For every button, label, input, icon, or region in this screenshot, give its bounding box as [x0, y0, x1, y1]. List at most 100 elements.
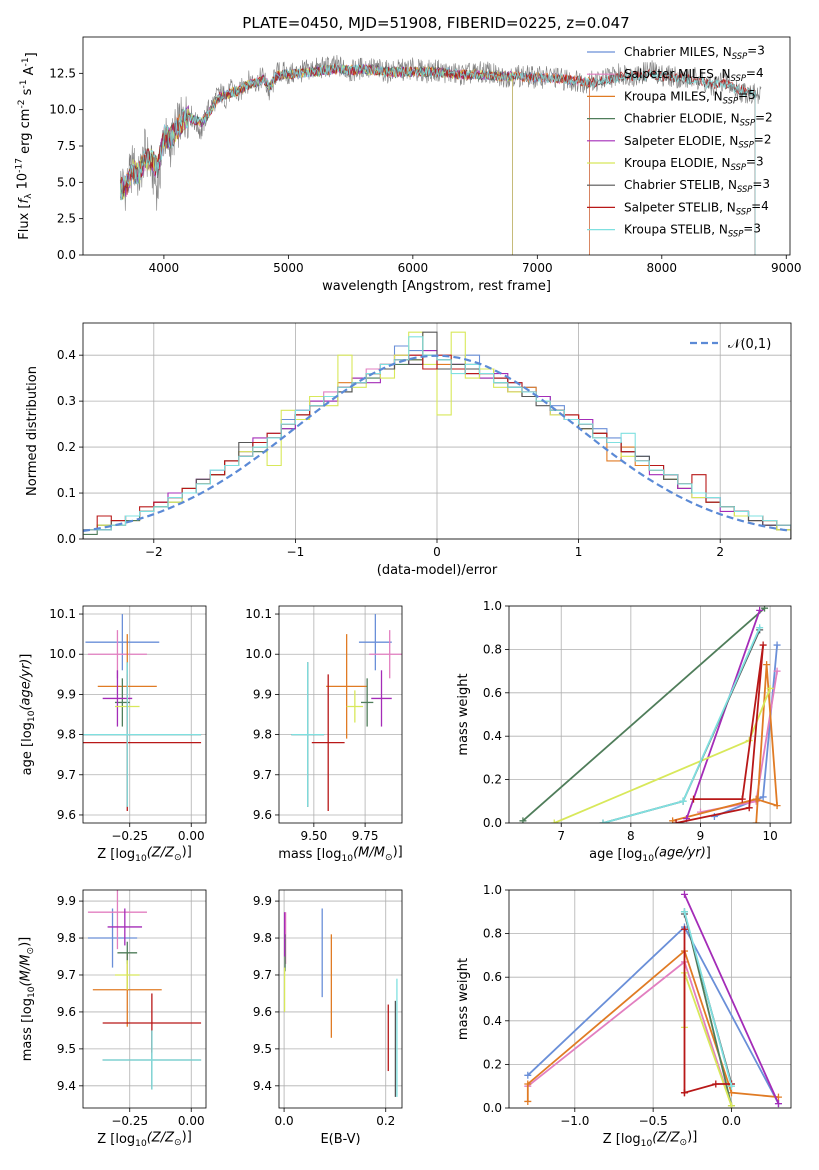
y-tick-label: 9.4 [253, 1079, 272, 1093]
weight-marker-kroupa_stelib [680, 908, 688, 916]
y-tick-label: 9.7 [253, 968, 272, 982]
spectrum-model-line-salpeter_elodie [120, 63, 513, 255]
y-tick-label: 9.8 [253, 931, 272, 945]
histogram-step-kroupa_stelib [83, 336, 791, 539]
residuals-panel: −2 −1 0 1 2 0.0 0.1 0.2 0.3 0.4 (data-model)/error… [25, 322, 792, 578]
y-axis-label: mass weight [456, 958, 471, 1040]
axes-frame: 0.0 0.2 9.4 9.5 9.6 9.7 9.8 9.9 E(B-V) [253, 889, 403, 1147]
weight-line-salpeter_stelib [675, 644, 764, 823]
x-axis-label: Z [log10​(Z/Z⊙​)] [97, 844, 192, 864]
axes-frame: 4000 5000 6000 7000 8000 9000 0.0 2.5 5.0 7.5 10.0… [15, 36, 802, 294]
axes-frame: −0.25 0.00 9.4 9.5 9.6 9.7 9.8 9.9 Z [log10​(Z/Z… [17, 889, 207, 1149]
y-tick-label: 0.6 [483, 970, 502, 984]
x-tick-label: 9.75 [352, 829, 379, 843]
y-tick-label: 10.0 [49, 103, 76, 117]
y-tick-label: 7.5 [57, 139, 76, 153]
axes-frame: −1.0 −0.5 0.0 0.0 0.2 0.4 0.6 0.8 1.0 Z [log10​(Z… [456, 883, 792, 1149]
x-tick-label: 9 [697, 829, 705, 843]
normal-reference-curve [83, 354, 791, 532]
axes-frame: −0.25 0.00 9.6 9.7 9.8 9.9 10.0 10.1 Z [log10​(Z… [19, 605, 207, 864]
x-tick-label: 8 [627, 829, 635, 843]
weight-marker-kroupa_elodie [550, 819, 558, 823]
y-tick-label: 0.0 [57, 248, 76, 262]
plot-area [283, 908, 398, 1097]
x-axis-label: wavelength [Angstrom, rest frame] [322, 279, 551, 294]
weight-marker-kroupa_stelib [756, 624, 764, 632]
x-tick-label: 9.50 [300, 829, 327, 843]
weight-line-salpeter_elodie [685, 610, 761, 819]
x-tick-label: 8000 [647, 261, 678, 275]
weight-line-chabrier_stelib [602, 629, 761, 823]
y-tick-label: 9.6 [253, 1005, 272, 1019]
spectrum-model-line-chabrier_miles [119, 63, 590, 255]
plot-area [87, 890, 202, 1090]
y-tick-label: 9.9 [57, 894, 76, 908]
axes-frame: −2 −1 0 1 2 0.0 0.1 0.2 0.3 0.4 (data-model)/error… [25, 322, 792, 578]
spectrum-panel: 4000 5000 6000 7000 8000 9000 0.0 2.5 5.0 7.5 10.0… [15, 36, 802, 294]
x-tick-label: 0.00 [178, 829, 205, 843]
spectrum-model-line-kroupa_miles [119, 63, 590, 255]
y-tick-label: 0.4 [57, 348, 76, 362]
spectrum-model-line-kroupa_stelib [119, 63, 756, 255]
weight-marker-salpeter_miles [773, 667, 781, 675]
y-axis-label: mass [log10​(M/M⊙​)] [17, 937, 37, 1061]
weight-marker-kroupa_miles [524, 1097, 532, 1105]
legend-label-kroupa_elodie: Kroupa ELODIE, NSSP​=3 [624, 155, 764, 172]
y-tick-label: 5.0 [57, 175, 76, 189]
axes-border [278, 889, 403, 1109]
weight-marker-salpeter_stelib [672, 819, 680, 823]
spectrum-model-line-chabrier_elodie [119, 64, 513, 255]
plot-area [119, 54, 762, 255]
weight-marker-kroupa_stelib [727, 1082, 735, 1090]
plot-area [291, 614, 402, 811]
weight-marker-kroupa_miles [669, 817, 677, 823]
weight-marker-salpeter_stelib [738, 795, 746, 803]
x-tick-label: −1.0 [560, 1114, 589, 1128]
x-tick-label: −0.25 [111, 829, 148, 843]
y-tick-label: 0.1 [57, 486, 76, 500]
y-axis-label: Normed distribution [25, 366, 40, 496]
x-axis-label: (data-model)/error [377, 563, 498, 578]
legend-label-kroupa_miles: Kroupa MILES, NSSP​=5 [624, 88, 756, 105]
axes-border [278, 605, 403, 824]
weight-marker-chabrier_elodie [761, 606, 769, 612]
y-tick-label: 9.9 [253, 894, 272, 908]
plot-area [83, 331, 791, 539]
legend-label-normal: 𝒩(0,1) [728, 337, 771, 352]
x-axis-label: E(B-V) [320, 1132, 360, 1147]
y-tick-label: 9.6 [253, 808, 272, 822]
y-tick-label: 9.6 [57, 808, 76, 822]
weight-line-chabrier_elodie [522, 607, 766, 822]
weight-line-kroupa_stelib [683, 911, 733, 1087]
weight-marker-salpeter_stelib [759, 641, 767, 649]
axes-border [82, 36, 791, 256]
age-weight-panel: 7 8 9 10 0.0 0.2 0.4 0.6 0.8 1.0 age [log10​(age/y… [456, 599, 792, 864]
y-tick-label: 10.0 [49, 647, 76, 661]
weight-line-salpeter_elodie [683, 894, 780, 1104]
legend-label-chabrier_elodie: Chabrier ELODIE, NSSP​=2 [624, 110, 773, 127]
weight-marker-salpeter_stelib [712, 1080, 720, 1088]
legend-label-kroupa_stelib: Kroupa STELIB, NSSP​=3 [624, 221, 761, 238]
weight-marker-salpeter_stelib [690, 795, 698, 803]
weight-marker-chabrier_miles [524, 1071, 532, 1079]
axes-border [82, 322, 792, 540]
figure-title: PLATE=0450, MJD=51908, FIBERID=0225, z=0… [242, 14, 629, 32]
plot-area [524, 890, 782, 1108]
mass-age-panel: 9.50 9.75 9.6 9.7 9.8 9.9 10.0 10.1 mass [log10​… [245, 605, 403, 864]
weight-marker-kroupa_miles [752, 819, 760, 823]
x-tick-label: 0.0 [275, 1114, 294, 1128]
y-tick-label: 0.3 [57, 394, 76, 408]
legend-label-chabrier_stelib: Chabrier STELIB, NSSP​=3 [624, 177, 770, 194]
legend-label-chabrier_miles: Chabrier MILES, NSSP​=3 [624, 44, 765, 61]
x-tick-label: 7000 [522, 261, 553, 275]
weight-marker-chabrier_elodie [519, 817, 527, 823]
x-tick-label: 4000 [149, 261, 180, 275]
y-axis-label: age [log10​(age/yr)] [19, 654, 38, 776]
y-tick-label: 1.0 [483, 883, 502, 897]
x-tick-label: 7 [557, 829, 565, 843]
y-tick-label: 12.5 [49, 66, 76, 80]
weight-line-kroupa_stelib [602, 627, 761, 823]
x-tick-label: −0.25 [111, 1114, 148, 1128]
y-axis-label: Flux [fλ​ 10-17​ erg cm-2​ s-1​ A-1​] [15, 52, 40, 239]
